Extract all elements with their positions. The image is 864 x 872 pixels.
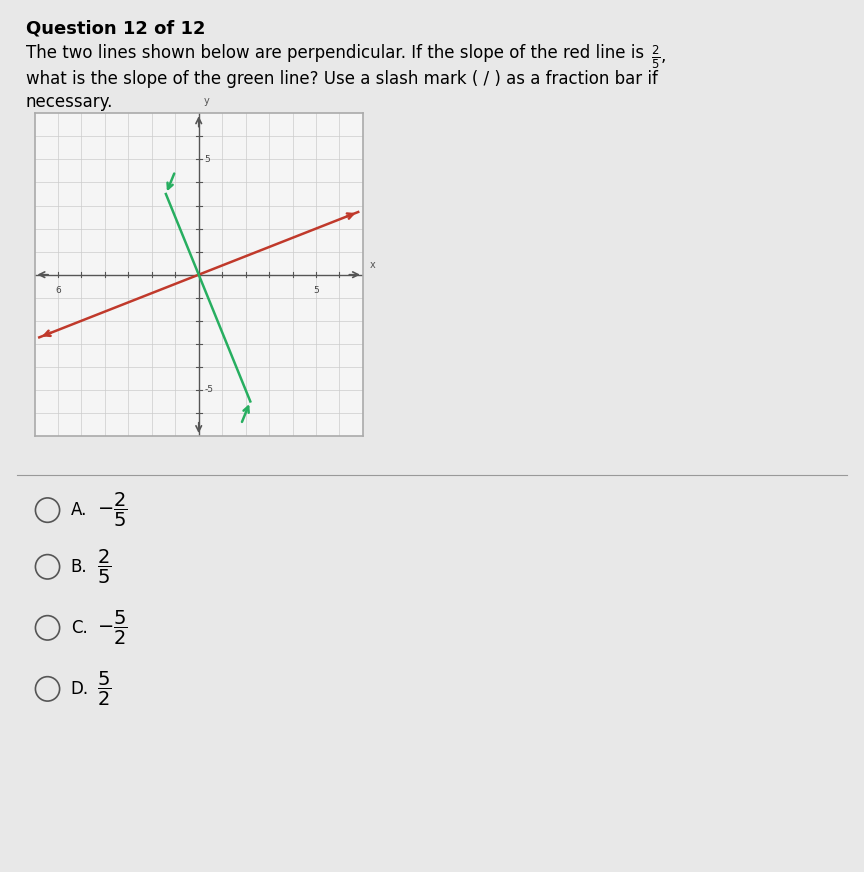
Text: $\frac{2}{5}$,: $\frac{2}{5}$,	[651, 44, 667, 71]
Text: necessary.: necessary.	[26, 93, 113, 112]
Text: $-\dfrac{2}{5}$: $-\dfrac{2}{5}$	[97, 491, 128, 529]
Text: y: y	[203, 97, 209, 106]
Text: -5: -5	[205, 385, 213, 394]
Text: B.: B.	[71, 558, 87, 576]
Text: C.: C.	[71, 619, 87, 637]
Text: $-\dfrac{5}{2}$: $-\dfrac{5}{2}$	[97, 609, 128, 647]
Text: The two lines shown below are perpendicular. If the slope of the red line is: The two lines shown below are perpendicu…	[26, 44, 649, 62]
Text: what is the slope of the green line? Use a slash mark ( / ) as a fraction bar if: what is the slope of the green line? Use…	[26, 70, 658, 88]
Text: 6: 6	[55, 286, 60, 296]
Text: 5: 5	[205, 155, 210, 164]
Text: 5: 5	[313, 286, 319, 296]
Text: D.: D.	[71, 680, 89, 698]
Text: $\dfrac{5}{2}$: $\dfrac{5}{2}$	[97, 670, 111, 708]
Text: A.: A.	[71, 501, 87, 519]
Text: x: x	[370, 260, 376, 270]
Text: $\dfrac{2}{5}$: $\dfrac{2}{5}$	[97, 548, 111, 586]
Text: Question 12 of 12: Question 12 of 12	[26, 19, 206, 37]
